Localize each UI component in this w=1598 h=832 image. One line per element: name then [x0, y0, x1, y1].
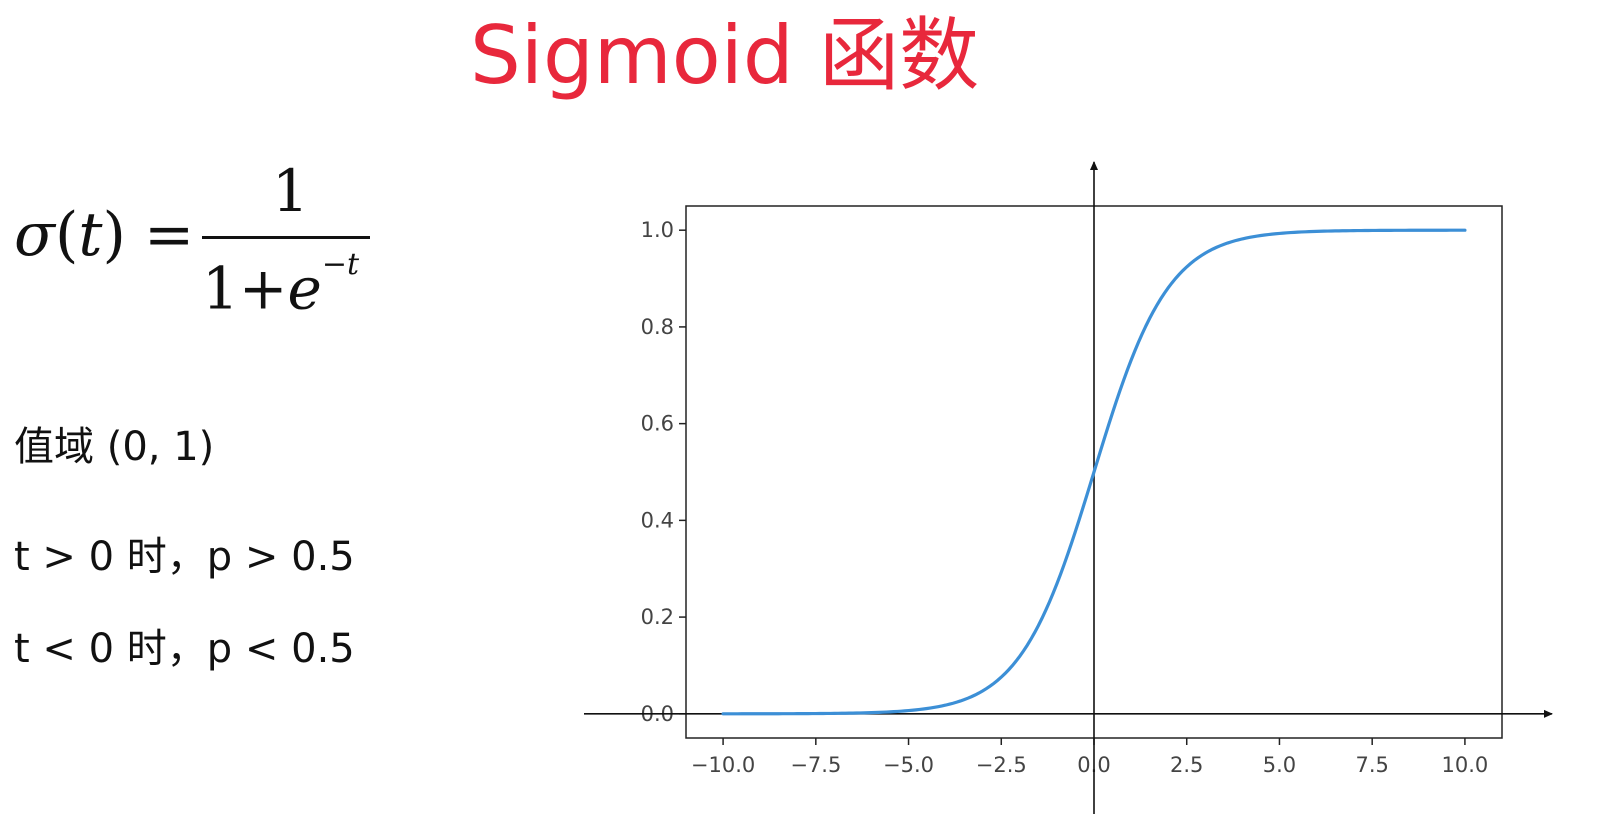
sigmoid-formula: σ(t) = 1 1+e−t: [14, 157, 414, 321]
formula-numerator: 1: [272, 157, 309, 225]
origin-axes-group: [584, 161, 1553, 814]
ticks-group: −10.0 −7.5 −5.0 −2.5 0.0 2.5 5.0 7.5 10.00.00.20…: [641, 218, 1489, 777]
formula-sigma: σ: [14, 200, 55, 270]
x-tick-label: −2.5: [976, 753, 1027, 777]
sigmoid-curve: [721, 228, 1467, 716]
formula-fraction-bar: [202, 236, 370, 239]
formula-equals: =: [144, 200, 195, 270]
formula-denominator: 1+e−t: [202, 246, 359, 321]
page-title: Sigmoid 函数: [470, 9, 980, 102]
formula-open-paren: (: [54, 200, 79, 270]
formula-denominator-e: e: [287, 254, 322, 323]
formula-lhs: σ(t): [14, 200, 126, 270]
x-tick-label: 2.5: [1170, 753, 1203, 777]
x-tick-label: 10.0: [1442, 753, 1489, 777]
y-tick-label: 0.2: [641, 605, 674, 629]
x-tick-label: −7.5: [790, 753, 841, 777]
x-tick-label: −5.0: [883, 753, 934, 777]
negative-note: t < 0 时，p < 0.5: [14, 626, 355, 672]
positive-note: t > 0 时，p > 0.5: [14, 534, 355, 580]
y-tick-label: 0.4: [641, 508, 674, 532]
y-tick-label: 1.0: [641, 218, 674, 242]
sigmoid-chart: −10.0 −7.5 −5.0 −2.5 0.0 2.5 5.0 7.5 10.00.00.20…: [584, 161, 1553, 814]
formula-close-paren: ): [102, 200, 126, 270]
range-note: 值域 (0, 1): [14, 424, 215, 470]
x-tick-label: 5.0: [1263, 753, 1296, 777]
y-tick-label: 0.6: [641, 412, 674, 436]
x-tick-label: 7.5: [1355, 753, 1388, 777]
y-tick-label: 0.8: [641, 315, 674, 339]
formula-denominator-exponent: −t: [321, 247, 360, 282]
formula-denominator-base: 1+: [202, 254, 288, 323]
formula-variable: t: [78, 200, 103, 270]
x-tick-label: −10.0: [691, 753, 755, 777]
